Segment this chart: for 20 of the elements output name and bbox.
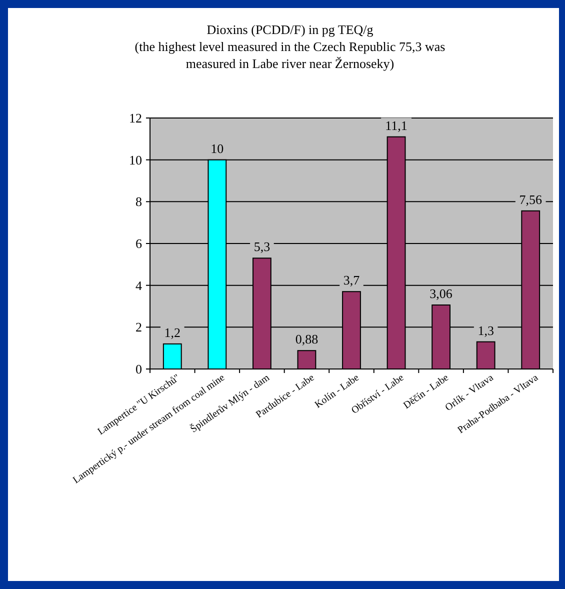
bar — [297, 350, 316, 370]
y-tick-label: 12 — [129, 110, 142, 126]
chart-title: Dioxins (PCDD/F) in pg TEQ/g (the highest level measured in the Czech Republic 75,3 was measured in Labe river near Žernoseky) — [134, 22, 446, 71]
data-label: 7,56 — [519, 192, 542, 207]
bar — [162, 343, 182, 370]
data-label: 3,7 — [343, 272, 360, 288]
y-tick-label: 0 — [136, 362, 142, 377]
data-label: 1,3 — [478, 322, 494, 338]
data-label: 10 — [210, 140, 224, 156]
data-label: 11,1 — [385, 118, 408, 133]
y-tick-label: 4 — [136, 278, 142, 293]
data-label: 0,88 — [295, 332, 318, 347]
y-tick-label: 10 — [129, 152, 142, 168]
y-tick-label: 2 — [136, 320, 142, 335]
bar — [476, 341, 496, 370]
y-tick-label: 6 — [136, 236, 142, 252]
data-label: 1,2 — [164, 324, 181, 340]
data-label: 3,06 — [430, 286, 453, 301]
y-tick-label: 8 — [136, 194, 142, 210]
data-label: 5,3 — [254, 239, 270, 254]
